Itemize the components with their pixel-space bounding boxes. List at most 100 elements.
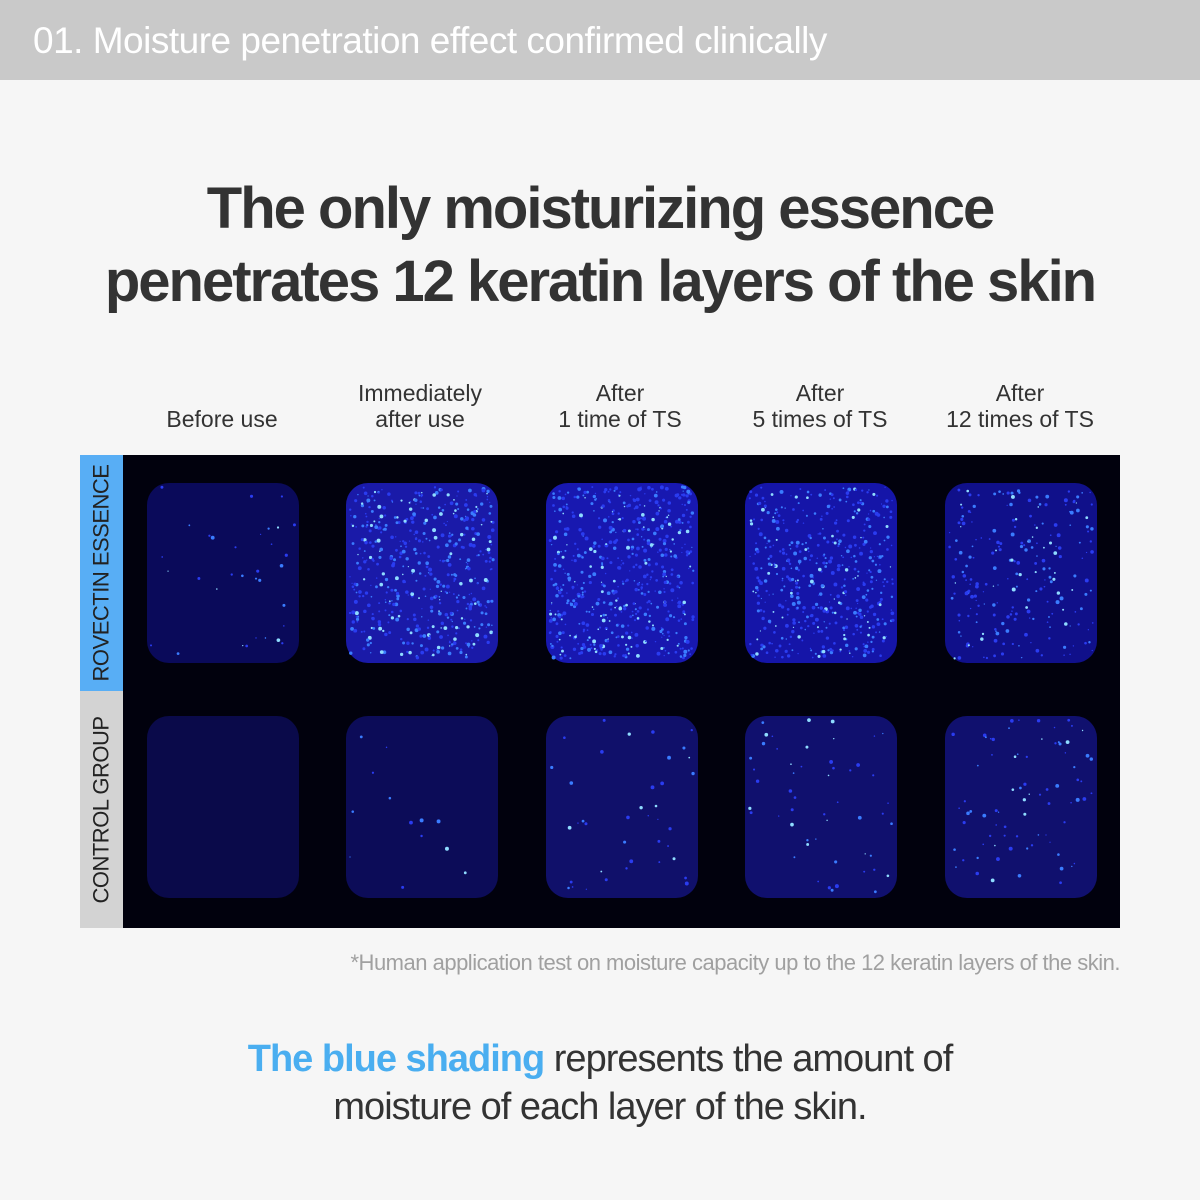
moisture-speckle [470, 592, 473, 595]
moisture-speckle [586, 647, 591, 652]
moisture-speckle [571, 588, 574, 590]
moisture-speckle [872, 774, 875, 777]
moisture-speckle [1070, 588, 1073, 591]
moisture-speckle [456, 646, 459, 650]
moisture-speckle [454, 514, 459, 519]
moisture-speckle [658, 510, 660, 512]
moisture-speckle [448, 562, 452, 567]
moisture-speckle [830, 593, 832, 596]
moisture-speckle [440, 590, 443, 592]
moisture-speckle [883, 516, 886, 519]
moisture-speckle [465, 655, 469, 659]
moisture-speckle [845, 500, 848, 503]
moisture-speckle [471, 518, 475, 522]
moisture-speckle [618, 518, 621, 521]
moisture-speckle [161, 556, 164, 558]
moisture-speckle [750, 653, 753, 657]
column-header-line-2: 12 times of TS [946, 406, 1094, 432]
moisture-speckle [758, 532, 763, 537]
moisture-speckle [762, 645, 766, 649]
moisture-speckle [655, 605, 659, 609]
moisture-speckle [652, 543, 655, 545]
moisture-speckle [819, 517, 823, 521]
moisture-speckle [958, 619, 960, 622]
moisture-speckle [424, 574, 427, 577]
moisture-speckle [598, 644, 603, 648]
skin-image-rovectin-4 [721, 455, 920, 691]
moisture-speckle [370, 595, 373, 598]
moisture-speckle [775, 649, 779, 653]
moisture-speckle [819, 592, 823, 596]
moisture-speckle [1066, 718, 1070, 722]
moisture-speckle [1014, 572, 1018, 576]
moisture-speckle [622, 840, 626, 844]
moisture-speckle [468, 645, 470, 648]
moisture-speckle [832, 541, 834, 544]
moisture-speckle [775, 520, 780, 524]
moisture-speckle [685, 639, 690, 644]
moisture-speckle [957, 656, 961, 660]
moisture-speckle [600, 590, 604, 594]
moisture-speckle [879, 600, 882, 604]
moisture-speckle [844, 590, 848, 594]
moisture-speckle [414, 491, 418, 495]
moisture-speckle [666, 755, 671, 760]
moisture-speckle [556, 640, 559, 643]
moisture-speckle [1013, 525, 1016, 529]
moisture-speckle [552, 492, 555, 495]
moisture-speckle [676, 585, 679, 588]
moisture-speckle [682, 485, 687, 490]
skin-image-control-5 [921, 691, 1120, 927]
moisture-speckle [795, 581, 799, 585]
moisture-speckle [667, 635, 670, 638]
moisture-speckle [790, 541, 794, 545]
moisture-speckle [351, 610, 356, 615]
moisture-speckle [402, 641, 406, 645]
moisture-speckle [406, 627, 411, 632]
moisture-speckle [428, 572, 430, 574]
moisture-speckle [1059, 596, 1064, 601]
moisture-speckle [1023, 632, 1028, 637]
moisture-speckle [368, 635, 373, 640]
moisture-speckle [799, 488, 802, 491]
moisture-speckle [655, 579, 658, 582]
moisture-speckle [365, 591, 369, 595]
moisture-speckle [599, 614, 602, 618]
moisture-speckle [349, 651, 353, 655]
moisture-speckle [453, 641, 457, 645]
moisture-speckle [451, 533, 454, 536]
moisture-speckle [811, 605, 816, 610]
moisture-speckle [805, 541, 808, 544]
moisture-speckle [378, 626, 383, 631]
moisture-speckle [875, 579, 878, 581]
moisture-speckle [1069, 801, 1072, 804]
moisture-speckle [587, 650, 590, 652]
moisture-speckle [827, 886, 832, 890]
section-header: 01. Moisture penetration effect confirme… [0, 0, 1200, 80]
moisture-speckle [786, 575, 790, 579]
moisture-speckle [594, 650, 598, 654]
moisture-speckle [453, 593, 456, 596]
moisture-speckle [972, 504, 976, 509]
moisture-speckle [593, 647, 596, 650]
moisture-speckle [798, 550, 802, 554]
moisture-speckle [817, 607, 820, 609]
moisture-speckle [591, 639, 596, 644]
moisture-speckle [793, 626, 795, 629]
moisture-speckle [1077, 623, 1080, 626]
moisture-speckle [486, 640, 491, 645]
moisture-speckle [419, 572, 422, 575]
moisture-speckle [832, 766, 835, 770]
moisture-speckle [792, 508, 795, 511]
moisture-speckle [465, 516, 470, 521]
moisture-speckle [480, 623, 484, 627]
skin-area [147, 483, 299, 663]
moisture-speckle [370, 584, 372, 587]
moisture-speckle [992, 528, 996, 533]
moisture-speckle [634, 632, 639, 637]
moisture-speckle [870, 604, 874, 609]
moisture-speckle [573, 558, 577, 563]
moisture-speckle [791, 649, 794, 652]
moisture-speckle [869, 549, 874, 554]
moisture-speckle [636, 582, 640, 586]
